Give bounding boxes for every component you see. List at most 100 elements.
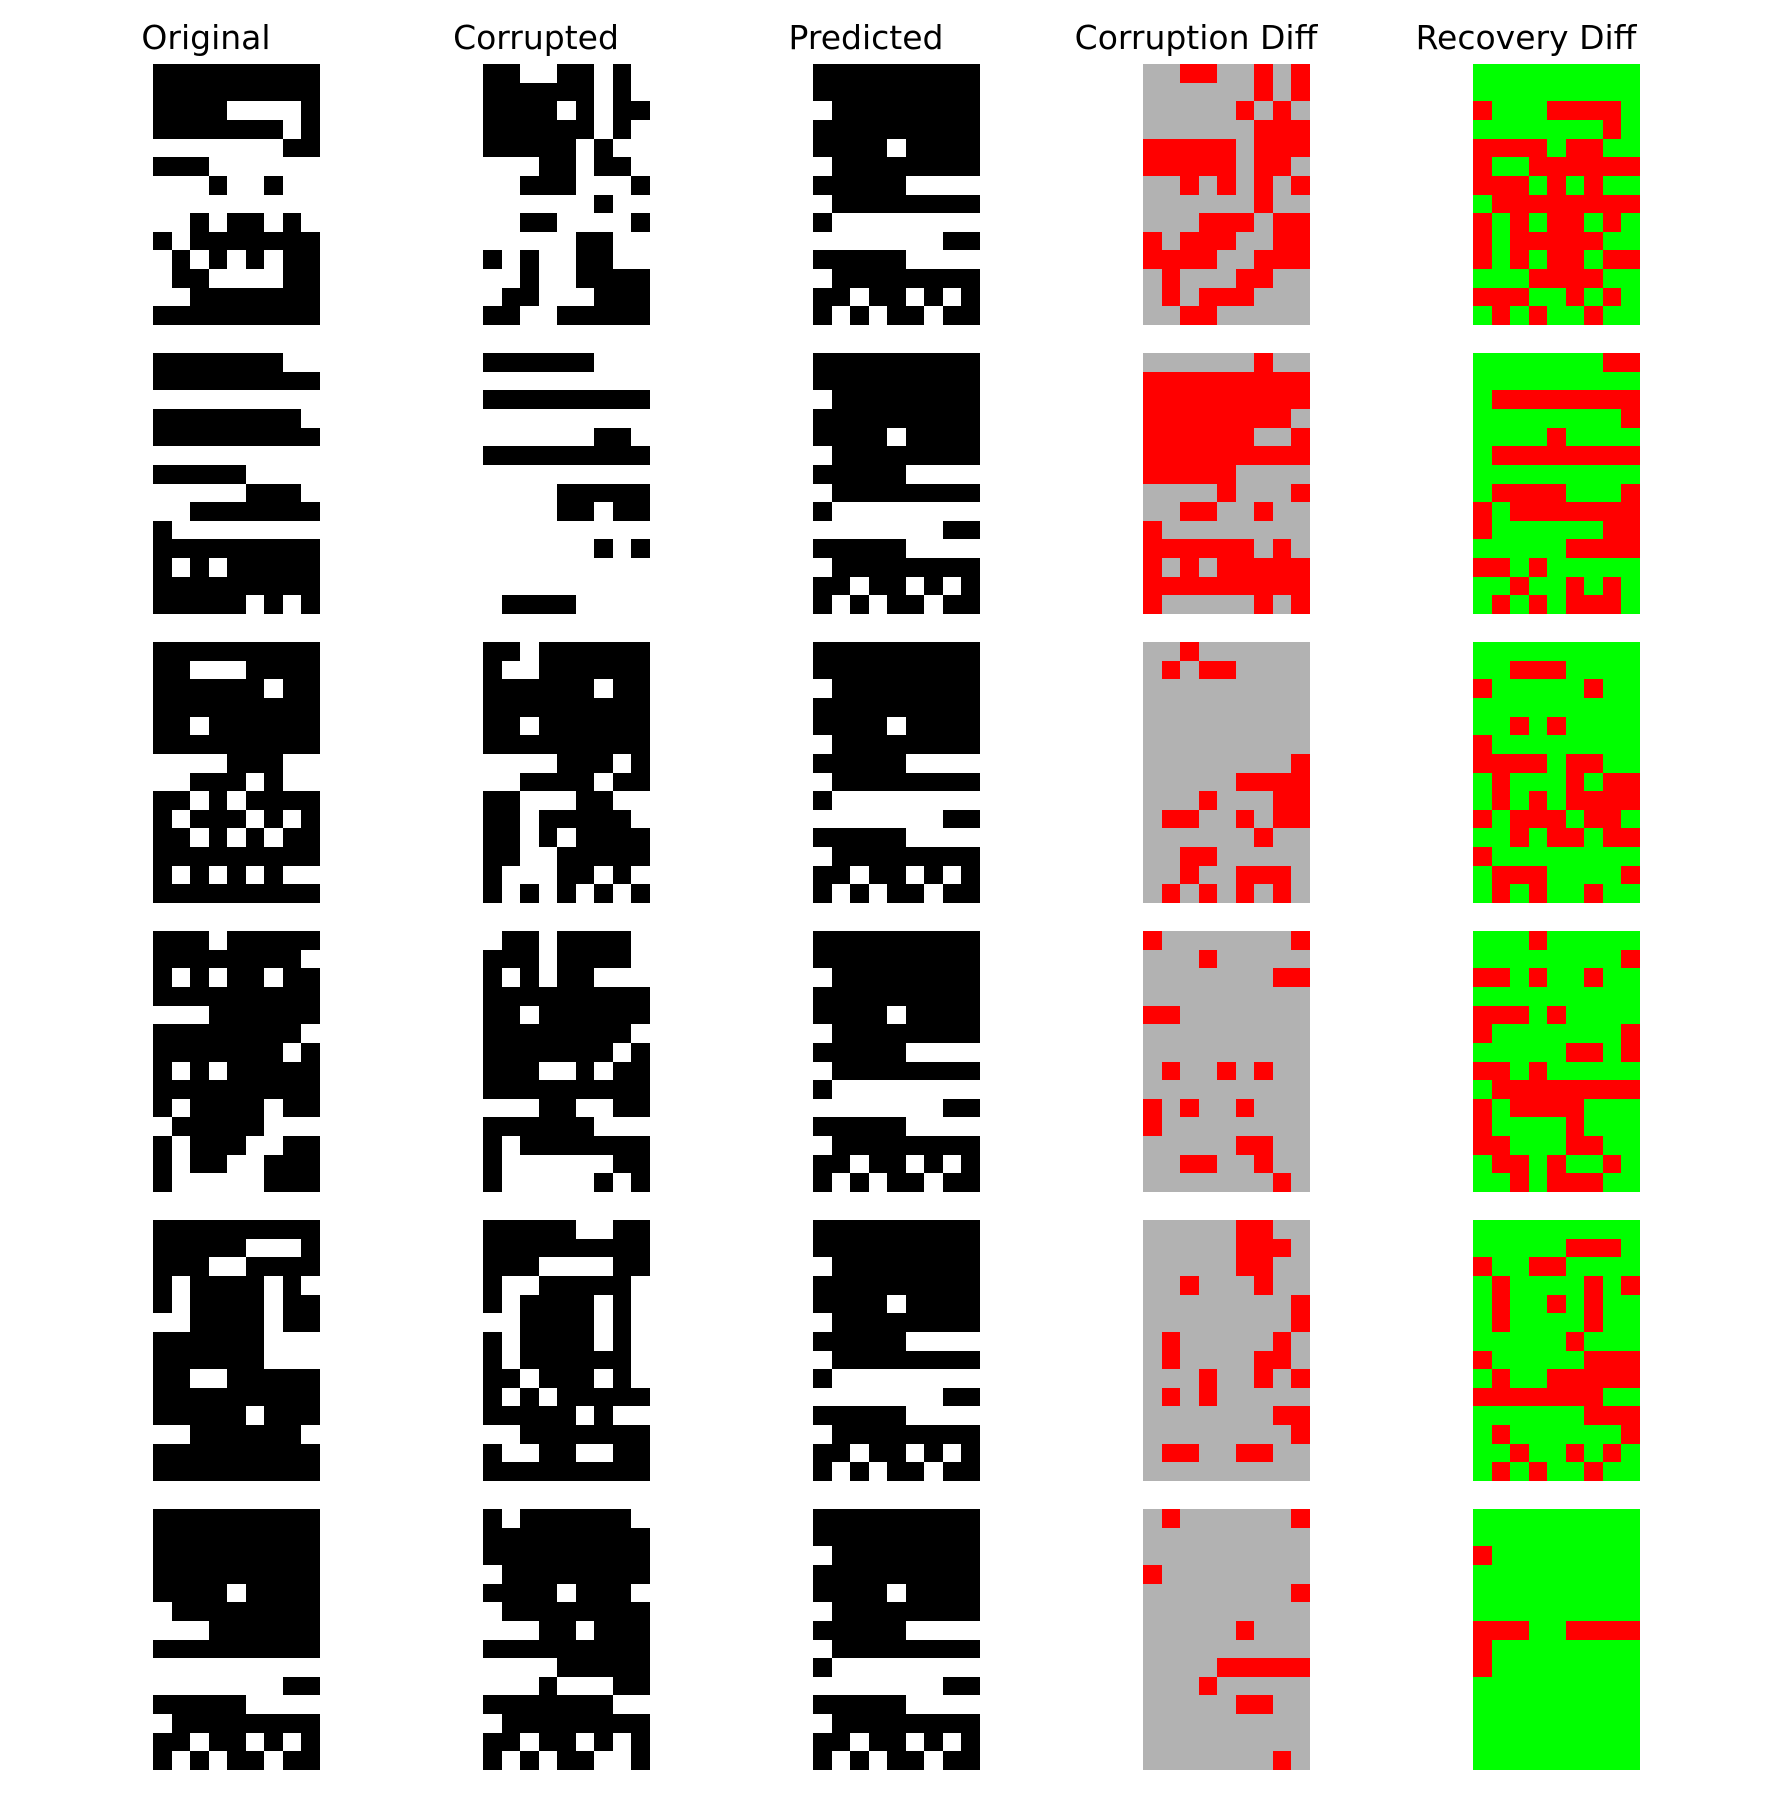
pixel-cell xyxy=(557,987,576,1006)
pixel-cell xyxy=(190,1621,209,1640)
pixel-cell xyxy=(502,1714,520,1733)
pixel-cell xyxy=(264,428,283,446)
pixel-cell xyxy=(1584,558,1603,577)
pixel-cell xyxy=(209,1584,227,1602)
pixel-cell xyxy=(301,847,320,866)
pixel-cell xyxy=(1199,1602,1217,1621)
pixel-cell xyxy=(190,735,209,754)
pixel-cell xyxy=(520,269,539,288)
pixel-cell xyxy=(483,1425,502,1444)
pixel-cell xyxy=(227,1388,246,1406)
pixel-cell xyxy=(1603,1080,1621,1099)
pixel-cell xyxy=(1510,735,1529,754)
pixel-cell xyxy=(1199,1295,1217,1313)
pixel-cell xyxy=(1603,642,1621,661)
pixel-cell xyxy=(1217,1640,1236,1658)
pixel-cell xyxy=(1180,1043,1199,1062)
pixel-cell xyxy=(1584,1155,1603,1173)
pixel-cell xyxy=(246,754,264,773)
pixel-cell xyxy=(1547,931,1566,950)
pixel-cell xyxy=(1180,1751,1199,1770)
pixel-cell xyxy=(1273,1444,1291,1462)
pixel-cell xyxy=(1291,1099,1310,1117)
pixel-cell xyxy=(832,931,850,950)
pixel-cell xyxy=(520,409,539,428)
pixel-cell xyxy=(1492,521,1510,539)
pixel-cell xyxy=(850,791,869,810)
pixel-cell xyxy=(557,595,576,614)
pixel-cell xyxy=(1273,176,1291,195)
pixel-cell xyxy=(520,372,539,390)
pixel-cell xyxy=(1254,987,1273,1006)
pixel-cell xyxy=(1492,735,1510,754)
pixel-cell xyxy=(153,1406,172,1425)
pixel-cell xyxy=(209,446,227,465)
pixel-cell xyxy=(1621,409,1640,428)
pixel-cell xyxy=(246,642,264,661)
pixel-cell xyxy=(832,288,850,306)
pixel-cell xyxy=(301,773,320,791)
pixel-cell xyxy=(613,1257,631,1276)
pixel-cell xyxy=(246,83,264,101)
pixel-cell xyxy=(539,1295,557,1313)
pixel-cell xyxy=(832,484,850,502)
pixel-cell xyxy=(1291,1332,1310,1351)
pixel-cell xyxy=(887,1295,906,1313)
pixel-cell xyxy=(227,1677,246,1695)
pixel-cell xyxy=(227,539,246,558)
pixel-cell xyxy=(576,595,594,614)
pixel-cell xyxy=(887,1117,906,1136)
pixel-cell xyxy=(576,1509,594,1528)
pixel-cell xyxy=(1473,1658,1492,1677)
pixel-cell xyxy=(1547,157,1566,176)
pixel-cell xyxy=(1473,1444,1492,1462)
sample-4-corrupted xyxy=(483,931,650,1192)
pixel-cell xyxy=(613,810,631,828)
pixel-cell xyxy=(1217,931,1236,950)
pixel-cell xyxy=(961,1509,980,1528)
pixel-cell xyxy=(172,1369,190,1388)
pixel-cell xyxy=(943,195,961,213)
pixel-cell xyxy=(924,1751,943,1770)
pixel-cell xyxy=(227,269,246,288)
pixel-cell xyxy=(301,1462,320,1481)
pixel-cell xyxy=(557,502,576,521)
pixel-cell xyxy=(576,1640,594,1658)
pixel-cell xyxy=(613,1313,631,1332)
pixel-cell xyxy=(1180,1444,1199,1462)
pixel-cell xyxy=(283,120,301,139)
pixel-cell xyxy=(1291,428,1310,446)
pixel-cell xyxy=(906,968,924,987)
pixel-cell xyxy=(1291,810,1310,828)
pixel-cell xyxy=(1566,1043,1584,1062)
pixel-cell xyxy=(869,791,887,810)
pixel-cell xyxy=(961,754,980,773)
pixel-cell xyxy=(1621,1444,1640,1462)
pixel-cell xyxy=(576,1332,594,1351)
pixel-cell xyxy=(832,1640,850,1658)
pixel-cell xyxy=(301,1257,320,1276)
pixel-cell xyxy=(1291,250,1310,269)
pixel-cell xyxy=(1510,1425,1529,1444)
pixel-cell xyxy=(1143,735,1162,754)
pixel-cell xyxy=(1584,353,1603,372)
pixel-cell xyxy=(594,987,613,1006)
pixel-cell xyxy=(227,1714,246,1733)
pixel-cell xyxy=(1603,866,1621,884)
pixel-cell xyxy=(1217,502,1236,521)
pixel-cell xyxy=(832,866,850,884)
pixel-cell xyxy=(301,642,320,661)
pixel-cell xyxy=(1199,1714,1217,1733)
pixel-cell xyxy=(172,83,190,101)
pixel-cell xyxy=(631,1733,650,1751)
pixel-cell xyxy=(850,828,869,847)
pixel-cell xyxy=(887,101,906,120)
pixel-cell xyxy=(576,83,594,101)
pixel-cell xyxy=(539,269,557,288)
pixel-cell xyxy=(1291,1369,1310,1388)
pixel-cell xyxy=(1143,1062,1162,1080)
pixel-cell xyxy=(1473,987,1492,1006)
pixel-cell xyxy=(502,1239,520,1257)
pixel-cell xyxy=(1566,1677,1584,1695)
pixel-cell xyxy=(1529,1640,1547,1658)
